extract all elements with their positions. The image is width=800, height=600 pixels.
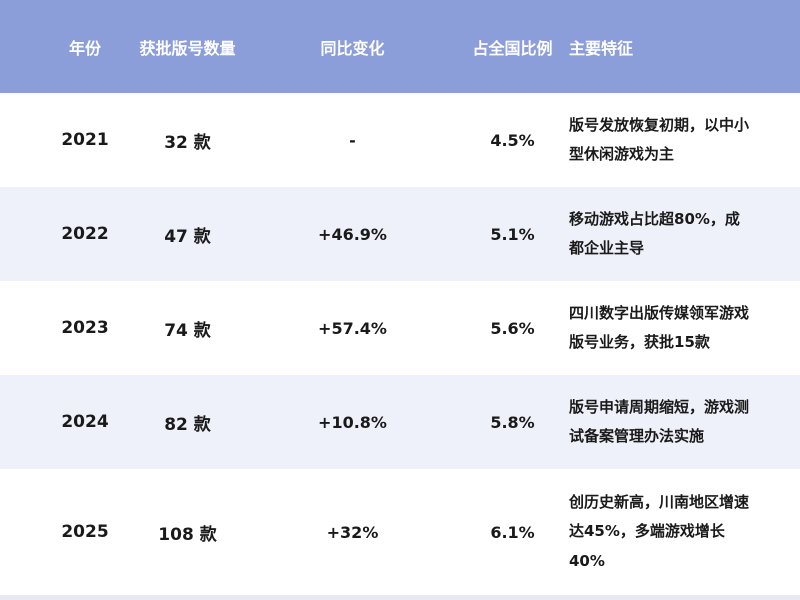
cell-year: 2023 bbox=[61, 318, 109, 338]
cell-features: 移动游戏占比超80%，成都企业主导 bbox=[569, 209, 740, 257]
column-header-share: 占全国比例 bbox=[472, 38, 553, 58]
cell-year: 2022 bbox=[61, 224, 109, 244]
cell-share: 5.6% bbox=[490, 318, 535, 338]
cell-share: 5.1% bbox=[490, 224, 535, 244]
table-header-row: 年份 获批版号数量 同比变化 占全国比例 主要特征 bbox=[0, 0, 800, 93]
cell-year: 2024 bbox=[61, 412, 109, 432]
cell-year: 2021 bbox=[61, 130, 109, 150]
column-header-count: 获批版号数量 bbox=[139, 38, 236, 58]
cell-share: 5.8% bbox=[490, 412, 535, 432]
next-section-edge bbox=[0, 595, 800, 600]
cell-yoy: +46.9% bbox=[318, 224, 387, 244]
table-row: 2024 82 款 +10.8% 5.8% 版号申请周期缩短，游戏测试备案管理办… bbox=[0, 375, 800, 469]
cell-count: 108 款 bbox=[158, 524, 217, 545]
column-header-features: 主要特征 bbox=[569, 38, 634, 58]
cell-features: 创历史新高，川南地区增速达45%，多端游戏增长40% bbox=[569, 493, 750, 570]
cell-features: 四川数字出版传媒领军游戏版号业务，获批15款 bbox=[569, 303, 750, 351]
cell-share: 4.5% bbox=[490, 130, 535, 150]
cell-yoy: +32% bbox=[326, 522, 379, 542]
column-header-yoy: 同比变化 bbox=[320, 38, 385, 58]
table-row: 2022 47 款 +46.9% 5.1% 移动游戏占比超80%，成都企业主导 bbox=[0, 187, 800, 281]
cell-features: 版号申请周期缩短，游戏测试备案管理办法实施 bbox=[569, 397, 750, 445]
cell-count: 74 款 bbox=[164, 320, 211, 341]
table-row: 2025 108 款 +32% 6.1% 创历史新高，川南地区增速达45%，多端… bbox=[0, 469, 800, 595]
cell-features: 版号发放恢复初期，以中小型休闲游戏为主 bbox=[569, 115, 750, 163]
table-row: 2021 32 款 - 4.5% 版号发放恢复初期，以中小型休闲游戏为主 bbox=[0, 93, 800, 187]
cell-count: 47 款 bbox=[164, 226, 211, 247]
table-row: 2023 74 款 +57.4% 5.6% 四川数字出版传媒领军游戏版号业务，获… bbox=[0, 281, 800, 375]
cell-share: 6.1% bbox=[490, 522, 535, 542]
cell-year: 2025 bbox=[61, 522, 109, 542]
cell-count: 32 款 bbox=[164, 132, 211, 153]
column-header-year: 年份 bbox=[68, 38, 101, 58]
cell-yoy: +10.8% bbox=[318, 412, 387, 432]
cell-yoy: +57.4% bbox=[318, 318, 387, 338]
cell-yoy: - bbox=[349, 130, 356, 150]
cell-count: 82 款 bbox=[164, 414, 211, 435]
